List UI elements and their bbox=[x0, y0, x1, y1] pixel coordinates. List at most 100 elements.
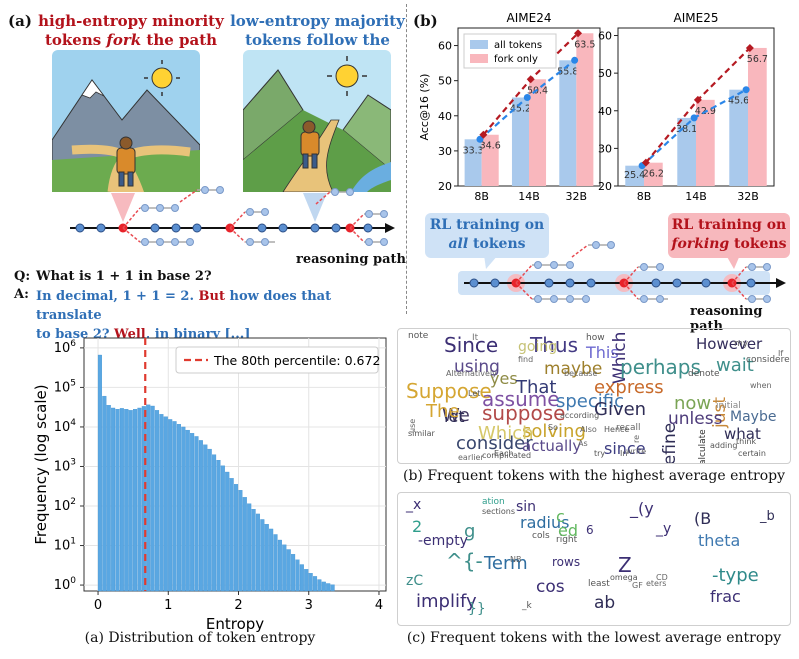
high-cloud-word: because bbox=[564, 369, 598, 378]
high-cloud-word: similar bbox=[408, 429, 435, 438]
histogram-xtick-label: 0 bbox=[94, 598, 102, 613]
histogram-bar bbox=[273, 534, 278, 592]
histogram-bar bbox=[282, 544, 287, 592]
histogram-bar bbox=[220, 465, 225, 592]
high-cloud-word: If bbox=[778, 349, 784, 358]
q-text: What is 1 + 1 in base 2? bbox=[36, 269, 212, 284]
aime-ytick-label: 40 bbox=[598, 105, 612, 118]
high-cloud-word: solving bbox=[522, 421, 586, 442]
low-cloud-word: _k bbox=[522, 601, 532, 611]
aime-xtick-label: 8B bbox=[637, 190, 652, 203]
aime-trend-point bbox=[479, 130, 488, 139]
q-label: Q: bbox=[14, 269, 31, 284]
entropy-histogram: 0 1 2 3 4 100 101 102 103 104 105 106 Entropy Frequen… bbox=[32, 337, 387, 633]
path-label-a: reasoning path bbox=[296, 252, 406, 267]
high-cloud-word: suppose bbox=[482, 401, 566, 425]
high-cloud-word: Maybe bbox=[730, 409, 777, 425]
histogram-bar bbox=[159, 414, 164, 592]
histogram-bar bbox=[168, 419, 173, 592]
high-cloud-word: find bbox=[518, 355, 534, 364]
low-cloud-word: theta bbox=[698, 531, 741, 550]
left-caption-line2: tokens fork the path bbox=[44, 31, 218, 49]
histogram-bar bbox=[119, 408, 124, 592]
aime-trend-point bbox=[745, 43, 754, 52]
aime-bar-fork-only bbox=[644, 162, 663, 186]
histogram-bar bbox=[133, 409, 138, 592]
aime-bar-fork-only bbox=[748, 47, 767, 186]
high-cloud-word: let bbox=[444, 407, 465, 426]
low-entropy-wordcloud: _x sin ation sections radius _(y _b g ed (B theta -… bbox=[397, 492, 791, 626]
branch-lines bbox=[140, 189, 384, 243]
histogram-bar bbox=[269, 528, 274, 592]
low-cloud-word: -empty bbox=[418, 533, 468, 549]
aime-bar-all-tokens bbox=[625, 165, 644, 186]
high-entropy-caption: (b) Frequent tokens with the highest ave… bbox=[402, 468, 785, 484]
histogram-bar bbox=[190, 433, 195, 592]
aime-trend-point bbox=[476, 135, 484, 143]
histogram-legend-box bbox=[175, 346, 379, 374]
high-cloud-word: Alternatively bbox=[446, 369, 497, 378]
high-cloud-word: yes bbox=[490, 369, 518, 388]
aime-bar-value-label: 63.5 bbox=[574, 39, 595, 50]
aime-ytick-label: 20 bbox=[438, 180, 452, 193]
histogram-bar bbox=[304, 569, 309, 592]
aime-ytick-label: 50 bbox=[598, 67, 612, 80]
low-cloud-word: Z bbox=[618, 553, 632, 577]
low-cloud-word: _y bbox=[656, 521, 672, 537]
low-entropy-caption: (c) Frequent tokens with the lowest aver… bbox=[406, 630, 782, 646]
high-cloud-word: going bbox=[518, 339, 558, 355]
high-cloud-word: actually bbox=[522, 437, 582, 455]
histogram-bar bbox=[264, 524, 269, 592]
histogram-bar bbox=[251, 509, 256, 592]
path-label-b: reasoning path bbox=[690, 304, 763, 334]
high-cloud-word: Each bbox=[494, 449, 514, 458]
histogram-bar bbox=[102, 395, 107, 592]
histogram-xtick-label: 1 bbox=[164, 598, 172, 613]
path-nodes bbox=[75, 223, 373, 233]
high-cloud-word: In bbox=[620, 449, 628, 458]
histogram-bar bbox=[233, 484, 239, 592]
aime-trend-point bbox=[641, 158, 650, 167]
aime-chart-title: AIME24 bbox=[507, 11, 552, 25]
aime-xtick-label: 32B bbox=[737, 190, 759, 203]
histogram-ytick-label: 101 bbox=[54, 537, 76, 554]
reasoning-path-diagram-a bbox=[70, 186, 395, 246]
high-cloud-word: perhaps bbox=[620, 355, 701, 379]
low-cloud-word: NB bbox=[510, 555, 522, 564]
aime-bar-value-label: 26.2 bbox=[643, 169, 664, 180]
histogram-bar bbox=[106, 405, 111, 592]
low-cloud-word: _b bbox=[760, 509, 775, 524]
histogram-bar bbox=[277, 539, 282, 592]
branch-nodes bbox=[141, 186, 388, 246]
histogram-bar bbox=[321, 581, 326, 592]
histogram-ytick-label: 106 bbox=[54, 339, 77, 356]
low-cloud-word: frac bbox=[710, 587, 741, 606]
aime-legend-label: all tokens bbox=[494, 40, 542, 51]
histogram-bar bbox=[124, 409, 129, 592]
high-cloud-word: how bbox=[586, 333, 605, 343]
high-cloud-word: unless bbox=[668, 409, 723, 429]
low-cloud-word: cols bbox=[532, 531, 550, 541]
left-caption-line1: high-entropy minority bbox=[38, 12, 224, 30]
histogram-bar bbox=[286, 549, 291, 592]
histogram-bar bbox=[330, 584, 335, 592]
low-cloud-word: rows bbox=[552, 555, 581, 569]
low-cloud-word: ed bbox=[558, 521, 578, 540]
high-cloud-word: my bbox=[734, 339, 749, 349]
high-cloud-word: Which bbox=[478, 423, 534, 444]
right-caption-line1: low-entropy majority bbox=[230, 12, 405, 30]
low-cloud-word: CD bbox=[656, 573, 668, 582]
histogram-bar bbox=[225, 471, 230, 592]
histogram-bar bbox=[317, 579, 322, 592]
aime-legend-label: fork only bbox=[494, 54, 538, 65]
histogram-bar bbox=[308, 573, 313, 592]
aime-legend-swatch bbox=[470, 40, 488, 49]
high-cloud-word: adding bbox=[710, 441, 738, 450]
aime-xtick-label: 14B bbox=[518, 190, 540, 203]
rl-fork-pointer bbox=[726, 255, 740, 269]
aime-xtick-label: 14B bbox=[685, 190, 707, 203]
histogram-xtick-label: 3 bbox=[305, 598, 313, 613]
aime-trend-point bbox=[574, 29, 583, 38]
low-cloud-word: GF bbox=[632, 581, 643, 590]
fork-highlight-cone bbox=[111, 193, 135, 222]
